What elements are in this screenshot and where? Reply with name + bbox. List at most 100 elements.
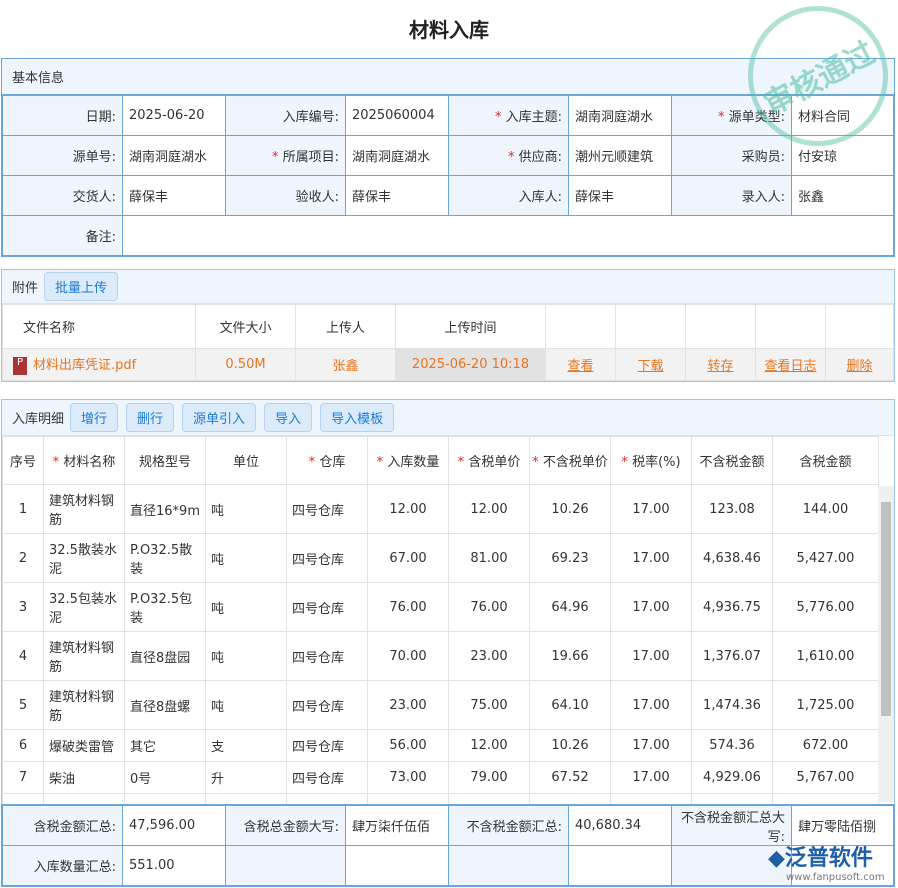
table-row[interactable]: 4 建筑材料钢筋 直径8盘园吨四号仓库 70.00 23.00 19.66 17.00 1,3…: [2, 631, 879, 681]
attachment-action-link[interactable]: 查看: [567, 359, 594, 374]
detail-action-button[interactable]: 删行: [126, 403, 175, 432]
field-value[interactable]: 付安琼: [791, 135, 894, 176]
table-cell[interactable]: 17.00: [610, 533, 692, 583]
table-cell[interactable]: 4: [2, 631, 44, 681]
table-cell[interactable]: 12.00: [367, 484, 449, 534]
table-row[interactable]: 5 建筑材料钢筋 直径8盘螺吨四号仓库 23.00 75.00 64.10 17.00 1,4…: [2, 680, 879, 730]
table-cell[interactable]: 73.00: [367, 761, 449, 794]
table-cell[interactable]: 1,474.36: [691, 680, 773, 730]
table-cell[interactable]: P.O32.5包装: [124, 582, 206, 632]
table-cell[interactable]: 17.00: [610, 484, 692, 534]
table-cell[interactable]: 17.00: [610, 582, 692, 632]
table-cell[interactable]: 10.26: [529, 484, 611, 534]
field-value[interactable]: 潮州元顺建筑: [568, 135, 672, 176]
table-cell[interactable]: 10.26: [529, 729, 611, 762]
table-cell[interactable]: 升: [205, 761, 287, 794]
batch-upload-button[interactable]: 批量上传: [44, 272, 119, 301]
table-cell[interactable]: 1: [2, 484, 44, 534]
table-cell[interactable]: 吨: [205, 484, 287, 534]
table-cell[interactable]: 64.10: [529, 680, 611, 730]
table-cell[interactable]: 四号仓库: [286, 533, 368, 583]
table-cell[interactable]: 直径16*9m: [124, 484, 206, 534]
table-cell[interactable]: 吨: [205, 533, 287, 583]
field-value[interactable]: 湖南洞庭湖水: [568, 95, 672, 136]
table-cell[interactable]: 0号: [124, 761, 206, 794]
table-cell[interactable]: 3: [2, 582, 44, 632]
table-cell[interactable]: 12.00: [448, 729, 530, 762]
file-name[interactable]: 材料出库凭证.pdf: [33, 358, 137, 374]
table-cell[interactable]: 32.5散装水泥: [43, 533, 125, 583]
detail-action-button[interactable]: 增行: [70, 403, 119, 432]
scrollbar-thumb[interactable]: [881, 502, 891, 716]
table-cell[interactable]: 67.00: [367, 533, 449, 583]
table-cell[interactable]: 23.00: [367, 680, 449, 730]
table-cell[interactable]: 17.00: [610, 680, 692, 730]
table-cell[interactable]: 四号仓库: [286, 631, 368, 681]
table-cell[interactable]: 76.00: [367, 582, 449, 632]
table-cell[interactable]: 5,427.00: [772, 533, 879, 583]
field-value[interactable]: 薛保丰: [122, 175, 226, 216]
detail-action-button[interactable]: 导入: [264, 403, 313, 432]
table-row[interactable]: 2 32.5散装水泥 P.O32.5散装吨四号仓库 67.00 81.00 69.23 17…: [2, 533, 879, 583]
table-cell[interactable]: 17.00: [610, 761, 692, 794]
table-cell[interactable]: 1,610.00: [772, 631, 879, 681]
table-cell[interactable]: 直径8盘园: [124, 631, 206, 681]
table-cell[interactable]: 5,767.00: [772, 761, 879, 794]
table-cell[interactable]: 17.00: [610, 729, 692, 762]
table-cell[interactable]: 76.00: [448, 582, 530, 632]
table-cell[interactable]: 56.00: [367, 729, 449, 762]
attachment-action-link[interactable]: 转存: [707, 359, 734, 374]
table-cell[interactable]: 4,638.46: [691, 533, 773, 583]
table-cell[interactable]: 32.5包装水泥: [43, 582, 125, 632]
table-cell[interactable]: 柴油: [43, 761, 125, 794]
table-cell[interactable]: 四号仓库: [286, 484, 368, 534]
table-cell[interactable]: 建筑材料钢筋: [43, 680, 125, 730]
table-cell[interactable]: 574.36: [691, 729, 773, 762]
table-cell[interactable]: P.O32.5散装: [124, 533, 206, 583]
field-value[interactable]: 薛保丰: [345, 175, 449, 216]
table-cell[interactable]: 爆破类雷管: [43, 729, 125, 762]
detail-action-button[interactable]: 源单引入: [182, 403, 257, 432]
table-row[interactable]: 3 32.5包装水泥 P.O32.5包装吨四号仓库 76.00 76.00 64.96 17…: [2, 582, 879, 632]
table-cell[interactable]: 吨: [205, 582, 287, 632]
remark-field[interactable]: [122, 215, 894, 256]
table-row[interactable]: 1 建筑材料钢筋 直径16*9m 吨四号仓库 12.00 12.00 10.26 17.00 1…: [2, 484, 879, 534]
table-cell[interactable]: 5,776.00: [772, 582, 879, 632]
table-cell[interactable]: 建筑材料钢筋: [43, 484, 125, 534]
field-value[interactable]: 湖南洞庭湖水: [345, 135, 449, 176]
table-cell[interactable]: 四号仓库: [286, 761, 368, 794]
table-cell[interactable]: 69.23: [529, 533, 611, 583]
table-cell[interactable]: 四号仓库: [286, 582, 368, 632]
table-row[interactable]: 6 爆破类雷管 其它支四号仓库 56.00 12.00 10.26 17.00 574.36 6…: [2, 729, 879, 762]
table-cell[interactable]: 4,929.06: [691, 761, 773, 794]
table-cell[interactable]: 70.00: [367, 631, 449, 681]
table-cell[interactable]: 672.00: [772, 729, 879, 762]
table-cell[interactable]: 79.00: [448, 761, 530, 794]
table-cell[interactable]: 12.00: [448, 484, 530, 534]
table-cell[interactable]: 75.00: [448, 680, 530, 730]
table-row[interactable]: 7 柴油 0号升四号仓库 73.00 79.00 67.52 17.00 4,929.06 5,…: [2, 761, 879, 794]
table-cell[interactable]: 支: [205, 729, 287, 762]
field-value[interactable]: 2025060004: [345, 95, 449, 136]
field-value[interactable]: 张鑫: [791, 175, 894, 216]
detail-action-button[interactable]: 导入模板: [320, 403, 395, 432]
table-cell[interactable]: 7: [2, 761, 44, 794]
table-cell[interactable]: 5: [2, 680, 44, 730]
field-value[interactable]: 薛保丰: [568, 175, 672, 216]
table-cell[interactable]: 23.00: [448, 631, 530, 681]
field-value[interactable]: 湖南洞庭湖水: [122, 135, 226, 176]
table-cell[interactable]: 吨: [205, 680, 287, 730]
field-value[interactable]: 2025-06-20: [122, 95, 226, 136]
table-cell[interactable]: 1,376.07: [691, 631, 773, 681]
table-cell[interactable]: 建筑材料钢筋: [43, 631, 125, 681]
table-cell[interactable]: 1,725.00: [772, 680, 879, 730]
table-cell[interactable]: 6: [2, 729, 44, 762]
table-cell[interactable]: 123.08: [691, 484, 773, 534]
table-cell[interactable]: 吨: [205, 631, 287, 681]
table-cell[interactable]: 4,936.75: [691, 582, 773, 632]
table-cell[interactable]: 67.52: [529, 761, 611, 794]
table-cell[interactable]: 四号仓库: [286, 680, 368, 730]
table-cell[interactable]: 64.96: [529, 582, 611, 632]
detail-scrollbar[interactable]: [878, 486, 894, 802]
table-cell[interactable]: 四号仓库: [286, 729, 368, 762]
